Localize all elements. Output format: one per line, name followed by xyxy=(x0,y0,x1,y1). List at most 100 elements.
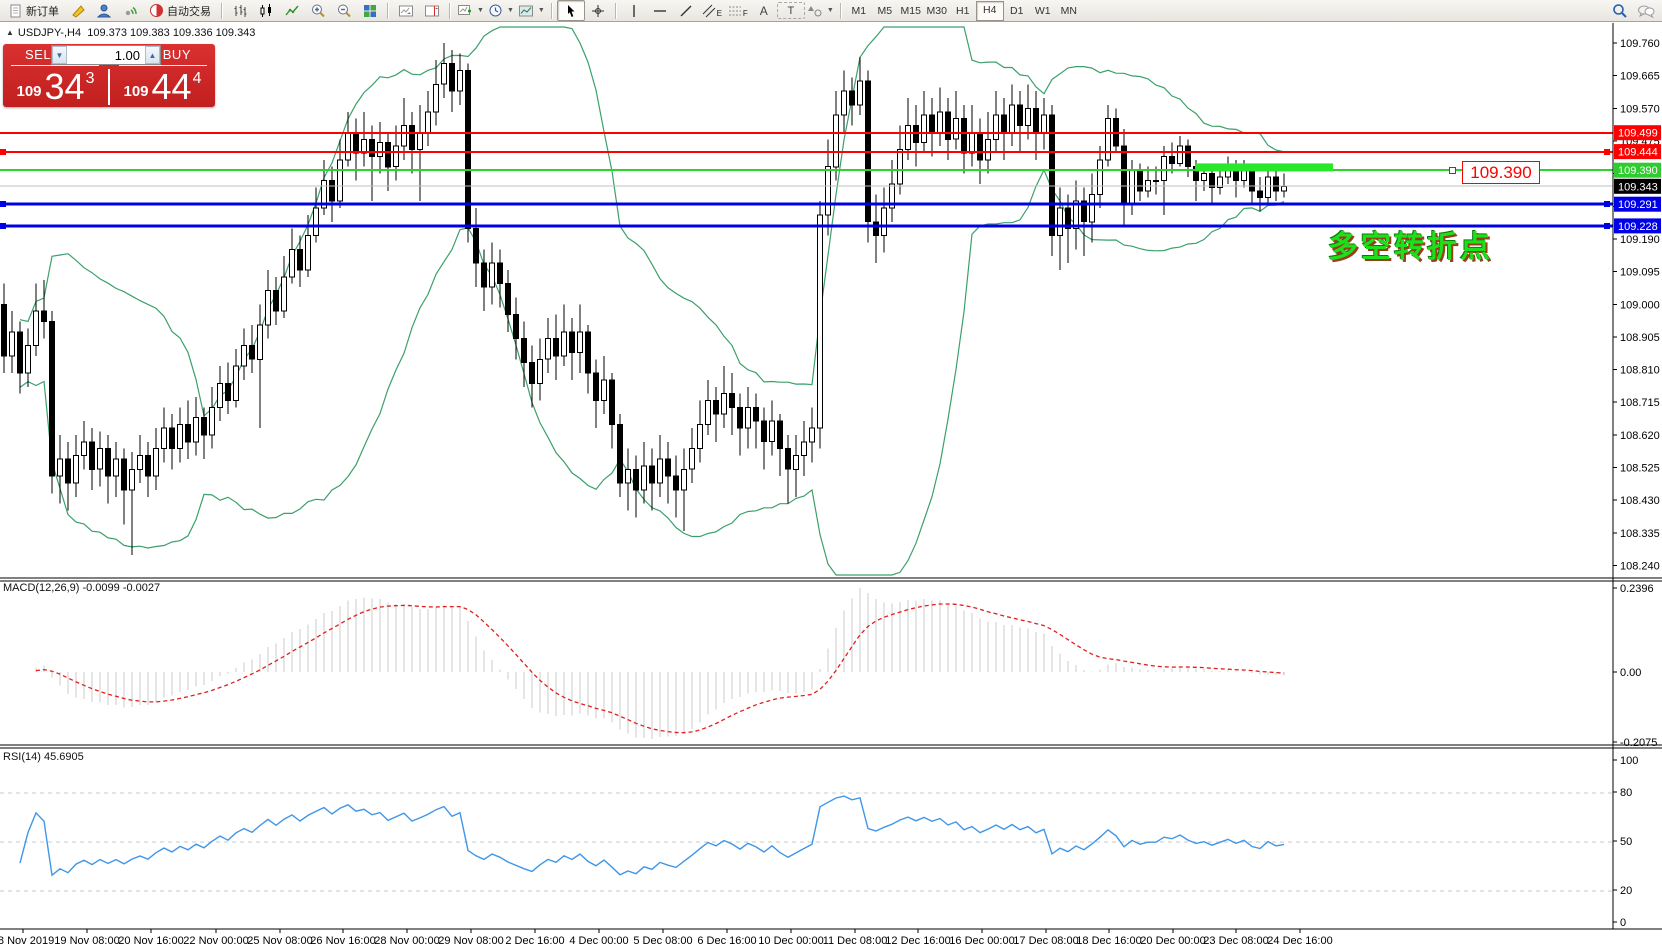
zoom-out-button[interactable] xyxy=(331,1,357,20)
template-icon xyxy=(518,5,533,16)
bear-candle xyxy=(1209,173,1215,188)
styler-button[interactable] xyxy=(65,1,91,20)
bear-candle xyxy=(633,468,639,491)
bear-candle xyxy=(1273,176,1279,192)
price-tick-label: 109.190 xyxy=(1620,234,1660,246)
bull-candle xyxy=(113,458,119,477)
bull-candle xyxy=(305,235,311,271)
bear-candle xyxy=(41,310,47,322)
cursor-tool-button[interactable] xyxy=(556,0,585,21)
volume-decrease-button[interactable]: ▼ xyxy=(52,46,67,64)
time-label: 23 Dec 08:00 xyxy=(1203,935,1268,947)
sell-button[interactable]: SELL xyxy=(11,47,99,66)
timeframe-w1-button[interactable]: W1 xyxy=(1034,4,1051,17)
time-label: 25 Nov 08:00 xyxy=(247,935,312,947)
timeframe-m30-button[interactable]: M30 xyxy=(926,4,947,17)
bear-candle xyxy=(329,180,335,202)
bear-candle xyxy=(89,441,95,470)
community-button[interactable] xyxy=(91,1,117,20)
trendline-tool-button[interactable] xyxy=(673,1,699,20)
tile-windows-button[interactable] xyxy=(357,1,383,20)
timeframe-d1-button[interactable]: D1 xyxy=(1010,4,1024,17)
profile-icon xyxy=(96,4,112,17)
bull-candle xyxy=(1201,173,1207,182)
buy-price-button[interactable]: 109 44 4 xyxy=(110,67,215,107)
timeframe-m15-button[interactable]: M15 xyxy=(900,4,921,17)
price-tick-label: 108.335 xyxy=(1620,528,1660,540)
zoom-in-button[interactable] xyxy=(305,1,331,20)
bear-candle xyxy=(729,393,735,408)
bull-candle xyxy=(561,331,567,357)
timeframe-mn-button[interactable]: MN xyxy=(1060,4,1077,17)
bull-candle xyxy=(1105,118,1111,161)
timeframe-m1-button[interactable]: M1 xyxy=(851,4,867,17)
line-chart-button[interactable] xyxy=(279,1,305,20)
buy-button[interactable]: BUY xyxy=(119,47,207,66)
price-tick-label: 108.525 xyxy=(1620,463,1660,475)
price-level-text-object[interactable]: 109.390 xyxy=(1462,161,1540,184)
bull-candle xyxy=(401,125,407,147)
bull-candle xyxy=(241,345,247,367)
periods-button[interactable]: ▼ xyxy=(486,1,516,20)
bear-candle xyxy=(569,331,575,353)
auto-scroll-button[interactable] xyxy=(393,1,419,20)
price-tick-label: 109.570 xyxy=(1620,103,1660,115)
chat-button[interactable] xyxy=(1633,1,1659,20)
sell-price-button[interactable]: 109 34 3 xyxy=(3,67,108,107)
crosshair-tool-button[interactable] xyxy=(585,1,611,20)
price-tag xyxy=(1614,125,1661,141)
rsi-axis-label: 20 xyxy=(1620,885,1632,897)
bull-candle xyxy=(841,90,847,116)
bull-candle xyxy=(73,455,79,484)
candlestick-chart-button[interactable] xyxy=(253,1,279,20)
bull-candle xyxy=(313,207,319,236)
label-tool-button[interactable]: T xyxy=(776,2,805,19)
turning-point-annotation[interactable]: 多空转折点 xyxy=(1328,231,1493,264)
bull-candle xyxy=(25,345,31,374)
search-button[interactable] xyxy=(1607,1,1633,20)
symbol-arrow-icon: ▲ xyxy=(6,28,14,37)
horizontal-line-tool-button[interactable] xyxy=(647,1,673,20)
bull-candle xyxy=(257,324,263,360)
price-level-handle[interactable] xyxy=(1449,167,1456,174)
bear-candle xyxy=(665,458,671,477)
horizontal-line-icon xyxy=(653,9,666,12)
bear-candle xyxy=(17,331,23,374)
bull-candle xyxy=(433,83,439,113)
shapes-tool-button[interactable]: ▼ xyxy=(805,1,836,20)
bar-chart-button[interactable] xyxy=(227,1,253,20)
new-chart-button[interactable]: ▼ xyxy=(455,1,486,20)
timeframe-h4-button[interactable]: H4 xyxy=(975,0,1004,21)
bull-candle xyxy=(1025,107,1031,127)
text-tool-label: A xyxy=(759,3,768,18)
bear-candle xyxy=(1065,207,1071,230)
channel-tool-button[interactable]: E xyxy=(699,1,725,20)
bear-candle xyxy=(225,382,231,401)
volume-input[interactable] xyxy=(67,46,145,64)
price-tag-label: 109.228 xyxy=(1618,221,1658,233)
bull-candle xyxy=(705,400,711,426)
fibonacci-tool-button[interactable]: F xyxy=(725,1,751,20)
text-tool-button[interactable]: A xyxy=(751,1,777,20)
vertical-line-tool-button[interactable] xyxy=(621,1,647,20)
price-tag xyxy=(1614,178,1661,194)
bull-candle xyxy=(817,214,823,429)
line-left-handle xyxy=(0,149,6,155)
timeframe-h1-button[interactable]: H1 xyxy=(956,4,970,17)
bull-candle xyxy=(33,310,39,347)
auto-trading-button[interactable]: 自动交易 xyxy=(143,1,217,20)
bear-candle xyxy=(497,262,503,285)
time-label: 17 Dec 08:00 xyxy=(1013,935,1078,947)
broadcast-button[interactable] xyxy=(117,1,143,20)
timeframe-m5-button[interactable]: M5 xyxy=(877,4,893,17)
toolbar-separator xyxy=(839,2,842,19)
volume-increase-button[interactable]: ▲ xyxy=(145,46,160,64)
bull-candle xyxy=(889,183,895,209)
trade-panel-divider xyxy=(108,69,110,105)
chart-shift-button[interactable] xyxy=(419,1,445,20)
bull-candle xyxy=(881,207,887,236)
price-tick-label: 108.430 xyxy=(1620,495,1660,507)
templates-button[interactable]: ▼ xyxy=(516,1,547,20)
new-order-button[interactable]: 新订单 xyxy=(3,1,65,20)
bar-chart-icon xyxy=(234,4,247,17)
